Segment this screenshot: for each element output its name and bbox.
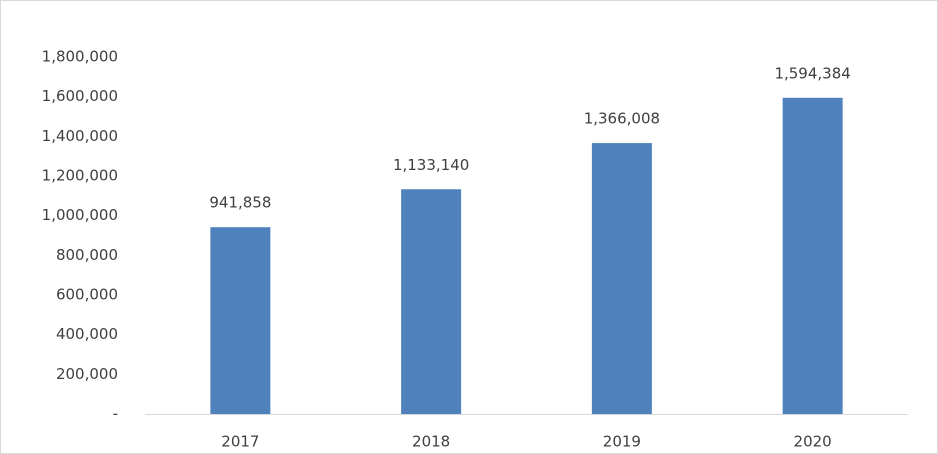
y-tick-label: 600,000 xyxy=(56,286,118,304)
y-tick-label: 1,600,000 xyxy=(42,87,118,105)
y-tick-label: 1,400,000 xyxy=(42,127,118,145)
x-tick-label: 2020 xyxy=(794,433,832,451)
x-tick-label: 2019 xyxy=(603,433,641,451)
value-label: 1,594,384 xyxy=(774,64,850,82)
y-tick-label: 400,000 xyxy=(56,325,118,343)
y-tick-label: 1,800,000 xyxy=(42,48,118,66)
value-label: 1,133,140 xyxy=(393,156,469,174)
value-label: 1,366,008 xyxy=(584,110,660,128)
y-tick-label: 800,000 xyxy=(56,246,118,264)
x-tick-label: 2018 xyxy=(412,433,450,451)
bar xyxy=(210,227,271,414)
x-tick-label: 2017 xyxy=(221,433,259,451)
bar xyxy=(782,97,843,414)
value-label: 941,858 xyxy=(209,194,271,212)
y-tick-label: - xyxy=(113,405,118,423)
y-tick-label: 200,000 xyxy=(56,365,118,383)
bar xyxy=(401,189,462,414)
y-tick-label: 1,200,000 xyxy=(42,167,118,185)
bar xyxy=(591,143,652,414)
y-tick-label: 1,000,000 xyxy=(42,206,118,224)
